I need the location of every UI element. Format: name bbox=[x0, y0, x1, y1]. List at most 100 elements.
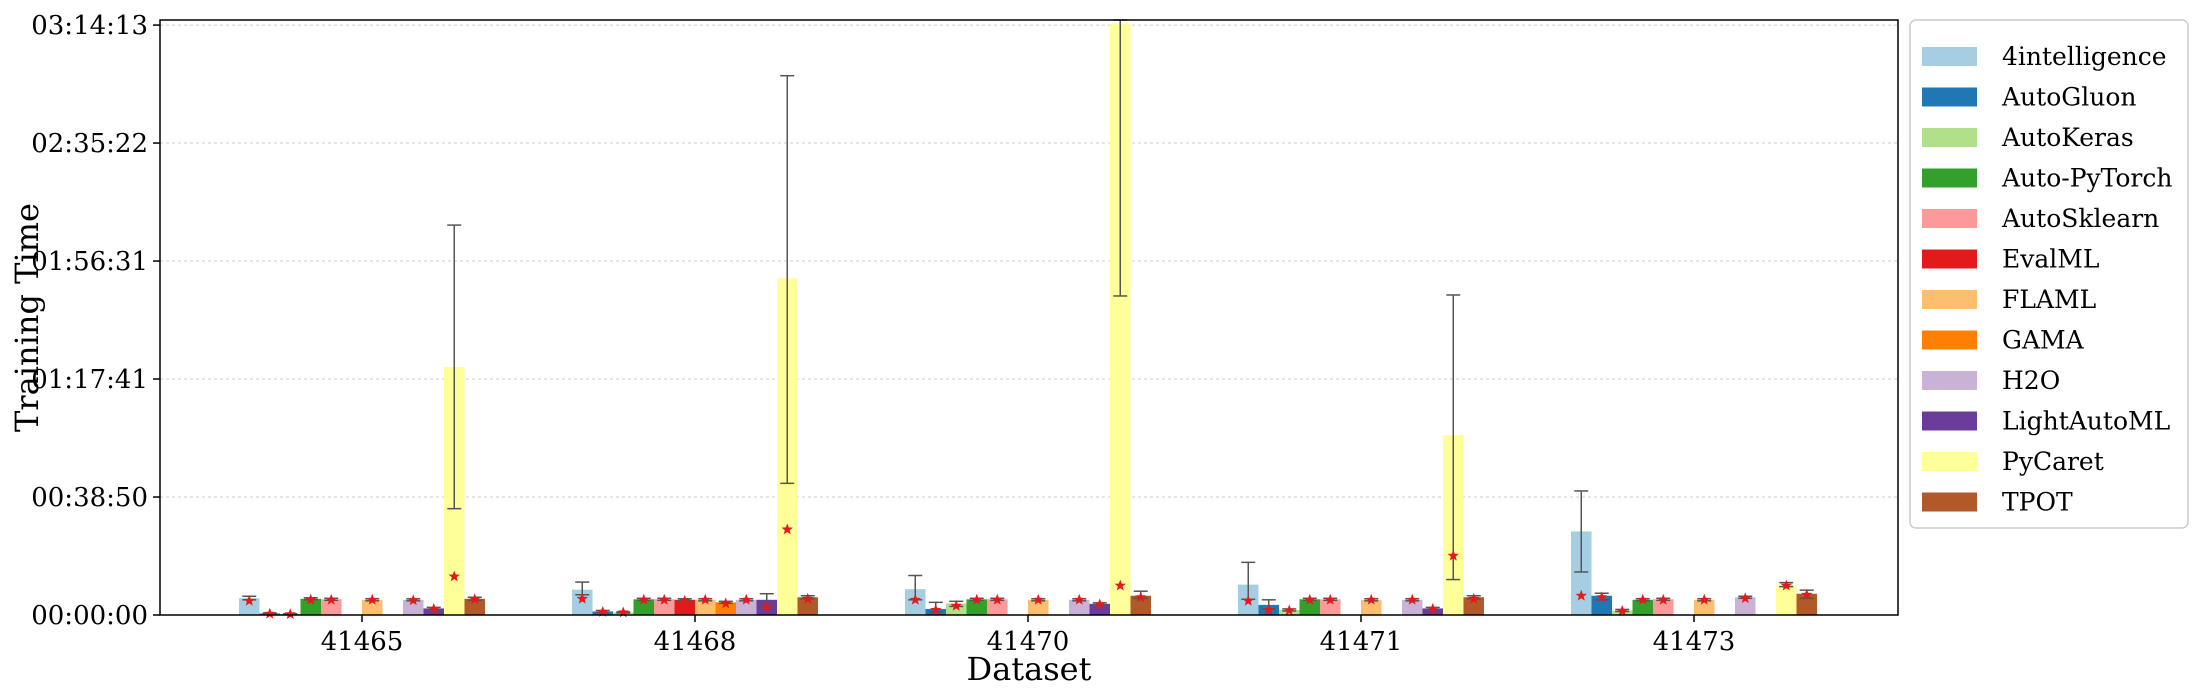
bar-autogluon-41473 bbox=[1591, 595, 1612, 615]
bar-flaml-41473 bbox=[1694, 599, 1715, 615]
mean-marker-h2o-41470 bbox=[1073, 593, 1085, 605]
mean-marker-lightautoml-41470 bbox=[1094, 598, 1106, 610]
mean-marker-auto-pytorch-41465 bbox=[305, 593, 317, 605]
legend-label-tpot: TPOT bbox=[2002, 488, 2073, 517]
bar-tpot-41473 bbox=[1796, 593, 1817, 615]
legend-swatch-autokeras bbox=[1922, 128, 1977, 147]
bar-auto-pytorch-41473 bbox=[1632, 599, 1653, 615]
mean-marker-auto-pytorch-41471 bbox=[1304, 593, 1316, 605]
mean-marker-lightautoml-41468 bbox=[761, 601, 773, 613]
legend-label-flaml: FLAML bbox=[2002, 285, 2096, 314]
gridlines bbox=[160, 24, 1898, 498]
mean-marker-tpot-41473 bbox=[1801, 588, 1813, 600]
legend-label-autokeras: AutoKeras bbox=[2001, 123, 2134, 152]
mean-marker-pycaret-41465 bbox=[448, 570, 460, 582]
mean-marker-evalml-41468 bbox=[679, 594, 691, 606]
bar-h2o-41465 bbox=[403, 599, 424, 615]
bar-flaml-41465 bbox=[362, 599, 383, 615]
mean-marker-flaml-41471 bbox=[1365, 593, 1377, 605]
x-axis-label: Dataset bbox=[967, 650, 1092, 688]
mean-marker-4intelligence-41473 bbox=[1575, 589, 1587, 601]
bars bbox=[239, 23, 1817, 616]
mean-marker-4intelligence-41471 bbox=[1242, 594, 1254, 606]
bar-autosklearn-41473 bbox=[1653, 599, 1674, 615]
mean-marker-autosklearn-41471 bbox=[1324, 593, 1336, 605]
legend-swatch-auto-pytorch bbox=[1922, 168, 1977, 188]
legend-label-h2o: H2O bbox=[2002, 366, 2060, 395]
x-tick-label-2: 41470 bbox=[987, 627, 1070, 657]
bar-lightautoml-41465 bbox=[423, 608, 444, 615]
bar-pycaret-41473 bbox=[1776, 584, 1797, 615]
bar-h2o-41471 bbox=[1402, 599, 1423, 615]
x-tick-label-1: 41468 bbox=[654, 627, 737, 657]
bar-autokeras-41470 bbox=[946, 603, 967, 615]
bar-pycaret-41470 bbox=[1110, 23, 1131, 616]
mean-marker-autogluon-41473 bbox=[1596, 591, 1608, 603]
legend-swatch-4intelligence bbox=[1922, 47, 1977, 66]
mean-marker-gama-41468 bbox=[720, 597, 732, 609]
mean-marker-tpot-41465 bbox=[469, 593, 481, 605]
mean-marker-h2o-41473 bbox=[1739, 592, 1751, 604]
mean-marker-tpot-41471 bbox=[1468, 592, 1480, 604]
legend-label-autogluon: AutoGluon bbox=[2001, 83, 2136, 112]
mean-marker-h2o-41468 bbox=[740, 593, 752, 605]
mean-marker-tpot-41468 bbox=[802, 592, 814, 604]
legend-box bbox=[1909, 19, 2189, 529]
x-tick-label-4: 41473 bbox=[1653, 627, 1736, 657]
mean-marker-lightautoml-41471 bbox=[1427, 602, 1439, 614]
mean-marker-autokeras-41468 bbox=[617, 606, 629, 618]
error-bars bbox=[242, 19, 1814, 615]
y-axis-label: Training Time bbox=[8, 203, 46, 432]
legend-swatch-evalml bbox=[1922, 249, 1977, 269]
bar-lightautoml-41471 bbox=[1422, 608, 1443, 615]
bar-lightautoml-41470 bbox=[1089, 603, 1110, 615]
bar-auto-pytorch-41465 bbox=[300, 598, 321, 615]
y-tick-label-5: 03:14:13 bbox=[31, 11, 148, 41]
mean-marker-autokeras-41470 bbox=[950, 599, 962, 611]
legend-label-auto-pytorch: Auto-PyTorch bbox=[2001, 164, 2172, 193]
bar-h2o-41468 bbox=[736, 599, 757, 615]
bar-autosklearn-41468 bbox=[654, 599, 675, 615]
legend-label-gama: GAMA bbox=[2002, 326, 2085, 355]
y-tick-label-0: 00:00:00 bbox=[31, 601, 148, 631]
y-tick-label-1: 00:38:50 bbox=[31, 483, 148, 513]
mean-marker-flaml-41473 bbox=[1698, 593, 1710, 605]
bar-autosklearn-41470 bbox=[987, 599, 1008, 615]
mean-marker-4intelligence-41470 bbox=[909, 593, 921, 605]
mean-marker-pycaret-41468 bbox=[781, 523, 793, 535]
mean-marker-h2o-41465 bbox=[407, 594, 419, 606]
legend-label-evalml: EvalML bbox=[2002, 245, 2099, 274]
bar-h2o-41473 bbox=[1735, 597, 1756, 615]
mean-marker-4intelligence-41468 bbox=[576, 592, 588, 604]
mean-marker-autogluon-41471 bbox=[1263, 603, 1275, 615]
mean-marker-tpot-41470 bbox=[1135, 591, 1147, 603]
mean-marker-autogluon-41468 bbox=[597, 605, 609, 617]
y-tick-label-2: 01:17:41 bbox=[31, 365, 148, 395]
x-axis-ticks: 41465 41468 41470 41471 41473 bbox=[321, 615, 1736, 657]
legend-swatch-h2o bbox=[1922, 371, 1977, 390]
bar-tpot-41471 bbox=[1463, 597, 1484, 615]
mean-marker-4intelligence-41465 bbox=[243, 594, 255, 606]
mean-marker-auto-pytorch-41468 bbox=[638, 593, 650, 605]
y-axis-ticks: 00:00:00 00:38:50 01:17:41 01:56:31 02:35:22… bbox=[31, 11, 160, 631]
mean-marker-autokeras-41465 bbox=[284, 608, 296, 620]
y-tick-label-4: 02:35:22 bbox=[31, 129, 148, 159]
bar-tpot-41465 bbox=[464, 598, 485, 615]
mean-markers bbox=[243, 523, 1813, 620]
mean-marker-autosklearn-41468 bbox=[658, 593, 670, 605]
mean-marker-pycaret-41473 bbox=[1780, 579, 1792, 591]
bar-tpot-41468 bbox=[797, 597, 818, 615]
bar-auto-pytorch-41468 bbox=[633, 599, 654, 615]
bar-autosklearn-41471 bbox=[1320, 599, 1341, 615]
mean-marker-pycaret-41470 bbox=[1114, 579, 1126, 591]
x-tick-label-0: 41465 bbox=[321, 627, 404, 657]
legend-swatch-tpot bbox=[1922, 492, 1977, 512]
legend-label-lightautoml: LightAutoML bbox=[2002, 407, 2170, 436]
mean-marker-flaml-41465 bbox=[366, 593, 378, 605]
bar-flaml-41468 bbox=[695, 599, 716, 615]
mean-marker-autogluon-41470 bbox=[930, 603, 942, 615]
legend-swatch-pycaret bbox=[1922, 452, 1977, 471]
legend: 4intelligence AutoGluon AutoKeras Auto-PyTo… bbox=[1909, 19, 2189, 529]
bar-evalml-41468 bbox=[674, 599, 695, 615]
bar-gama-41468 bbox=[715, 602, 736, 615]
